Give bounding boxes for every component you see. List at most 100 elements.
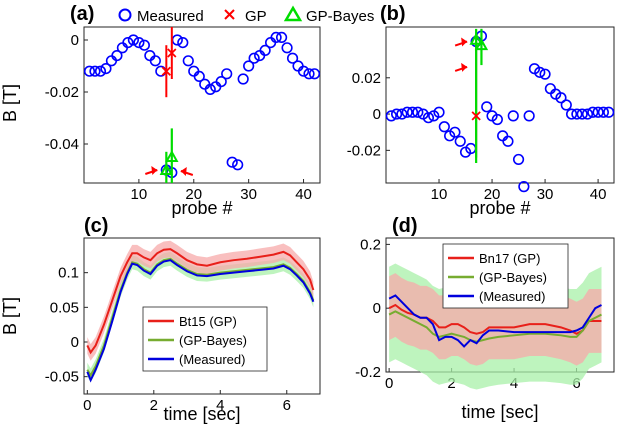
measured-point-b [587, 106, 599, 118]
series-line-c [86, 259, 315, 383]
x-tick-label-b: 20 [484, 186, 501, 203]
measured-point-b [565, 108, 578, 120]
uncertainty-band-c [87, 251, 314, 383]
measured-point-b [385, 110, 397, 122]
measured-point-b [534, 66, 546, 78]
x-tick-label-d: 0 [385, 375, 393, 392]
measured-point-b [523, 110, 535, 122]
panel-label-a: (a) [70, 3, 94, 25]
measured-point-b [507, 110, 519, 122]
measured-point-a [111, 49, 123, 62]
y-tick-label-d: 0.2 [360, 236, 381, 253]
x-tick-label-c: 6 [283, 397, 291, 414]
measured-point-b [592, 106, 604, 118]
y-tick-label-b: 0 [373, 106, 381, 123]
measured-point-b [491, 113, 503, 126]
y-tick-label-b: 0.02 [352, 70, 381, 87]
measured-point-a [100, 62, 112, 75]
x-tick-label-d: 4 [510, 375, 518, 392]
x-tick-label-a: 10 [131, 186, 148, 203]
x-axis-label-a: probe # [171, 198, 232, 218]
y-tick-label-c: 0.1 [58, 265, 79, 282]
measured-point-a [303, 68, 315, 80]
x-axis-label-b: probe # [469, 198, 530, 218]
x-tick-label-a: 40 [295, 186, 312, 203]
legend-label-gp: GP [245, 8, 267, 25]
x-tick-label-b: 30 [537, 186, 554, 203]
measured-point-a [297, 65, 310, 77]
legend-label-d: (GP-Bayes) [479, 270, 547, 285]
legend-marker-gp-bayes [283, 5, 303, 22]
measured-point-b [539, 68, 551, 80]
measured-point-a [232, 159, 244, 171]
annotation-arrowhead-a [151, 166, 158, 175]
legend-marker-gp [224, 9, 235, 20]
measured-point-a [221, 68, 233, 80]
measured-point-b [449, 126, 461, 138]
measured-point-b [412, 106, 424, 118]
gp-point-a [167, 48, 177, 58]
y-tick-label-c: 0.05 [50, 299, 79, 316]
measured-point-a [237, 73, 249, 85]
y-tick-label-a: -0.02 [45, 84, 79, 101]
measured-point-a [259, 44, 271, 57]
legend-d: Bn17 (GP) (GP-Bayes) (Measured) [442, 243, 569, 309]
x-tick-label-b: 10 [431, 186, 448, 203]
measured-point-b [571, 108, 583, 120]
x-tick-label-c: 0 [83, 397, 91, 414]
y-tick-label-c: 0 [71, 334, 79, 351]
annotation-arrowhead-a [180, 167, 187, 176]
y-tick-label-d: 0 [373, 300, 381, 317]
x-axis-label-c: time [sec] [163, 404, 240, 424]
measured-point-a [83, 65, 96, 77]
x-axis-label-d: time [sec] [461, 402, 538, 422]
measured-point-a [122, 36, 134, 49]
measured-point-b [406, 106, 419, 118]
plot-frame-a [83, 26, 321, 184]
plot-frame-b [385, 26, 615, 184]
legend-c: Bt15 (GP) (GP-Bayes) (Measured) [142, 306, 268, 372]
y-tick-label-a: -0.04 [45, 136, 79, 153]
legend-label-c: (Measured) [179, 352, 245, 367]
measured-point-b [481, 101, 493, 113]
measured-point-a [127, 34, 139, 46]
x-tick-label-c: 2 [150, 397, 158, 414]
legend-label-gp-bayes: GP-Bayes [306, 8, 374, 25]
y-axis-label-a: B [T] [0, 84, 20, 122]
measured-point-b [597, 106, 609, 118]
gp-bayes-point-a [165, 149, 179, 162]
measured-point-a [308, 68, 321, 80]
y-tick-label-b: -0.02 [347, 142, 381, 159]
measured-point-a [281, 42, 293, 54]
y-tick-label-d: -0.2 [355, 364, 381, 381]
measured-point-b [454, 135, 466, 147]
measured-point-a [270, 31, 282, 44]
measured-point-b [603, 106, 615, 118]
x-tick-label-d: 2 [447, 375, 455, 392]
top-legend: Measured GP GP-Bayes [118, 5, 374, 25]
panel-label-b: (b) [380, 3, 406, 25]
plot-frame-c [83, 237, 321, 395]
legend-label-c: (GP-Bayes) [179, 333, 247, 348]
measured-point-b [391, 108, 403, 120]
measured-point-b [560, 99, 572, 111]
measured-point-b [502, 135, 514, 147]
gp-point-b [471, 111, 481, 121]
measured-point-a [286, 52, 299, 64]
measured-point-b [512, 153, 525, 166]
y-tick-label-c: -0.05 [45, 369, 79, 386]
measured-point-a [177, 36, 189, 49]
measured-point-a [89, 65, 101, 77]
annotation-arrowhead-b [461, 37, 468, 47]
gp-point-a [161, 66, 171, 76]
y-axis-label-c: B [T] [0, 297, 20, 335]
x-tick-label-c: 4 [216, 397, 224, 414]
measured-point-a [243, 60, 255, 72]
measured-point-b [401, 106, 413, 118]
measured-point-a [182, 55, 194, 67]
panel-label-d: (d) [392, 215, 418, 237]
measured-point-a [226, 156, 238, 168]
gp-bayes-point-b [474, 38, 489, 51]
